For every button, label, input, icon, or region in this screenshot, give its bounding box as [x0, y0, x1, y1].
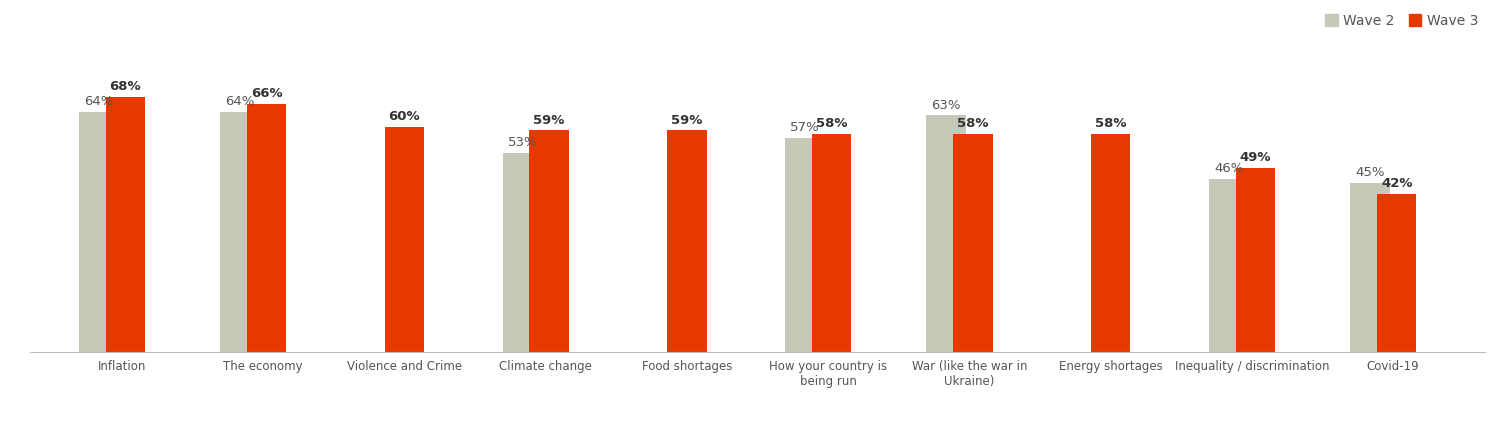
Text: 53%: 53% [507, 136, 537, 149]
Text: 58%: 58% [957, 117, 988, 130]
Bar [384, 127, 424, 352]
Bar [105, 97, 146, 352]
Bar [812, 134, 852, 352]
Bar [248, 104, 286, 352]
Text: 59%: 59% [670, 114, 702, 127]
Text: 45%: 45% [1354, 166, 1384, 179]
Bar [1209, 179, 1248, 352]
Text: 59%: 59% [534, 114, 566, 127]
Text: 63%: 63% [932, 99, 962, 112]
Text: 49%: 49% [1239, 151, 1270, 164]
Bar [220, 112, 260, 352]
Text: 60%: 60% [388, 110, 420, 123]
Text: 64%: 64% [225, 95, 255, 108]
Bar [1090, 134, 1131, 352]
Text: 58%: 58% [816, 117, 848, 130]
Bar [927, 115, 966, 352]
Text: 42%: 42% [1382, 177, 1413, 191]
Text: 46%: 46% [1214, 162, 1243, 176]
Bar [530, 130, 568, 352]
Bar [78, 112, 118, 352]
Bar [1350, 183, 1389, 352]
Bar [1377, 194, 1416, 352]
Bar [1236, 168, 1275, 352]
Text: 64%: 64% [84, 95, 112, 108]
Bar [668, 130, 706, 352]
Bar [952, 134, 993, 352]
Bar [784, 138, 825, 352]
Bar [503, 153, 542, 352]
Text: 66%: 66% [251, 88, 282, 100]
Text: 68%: 68% [110, 80, 141, 93]
Text: 58%: 58% [1095, 117, 1126, 130]
Text: 57%: 57% [790, 121, 819, 134]
Legend: Wave 2, Wave 3: Wave 2, Wave 3 [1326, 14, 1478, 28]
